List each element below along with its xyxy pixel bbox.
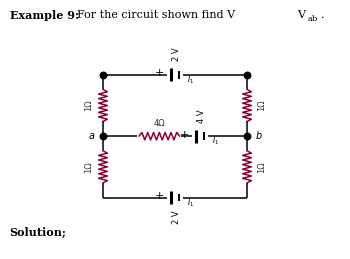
Text: $I_1$: $I_1$	[212, 135, 219, 147]
Text: $I_1$: $I_1$	[187, 73, 194, 86]
Point	[100, 134, 106, 138]
Point	[244, 134, 250, 138]
Text: 2 V: 2 V	[172, 211, 181, 225]
Text: V: V	[297, 10, 305, 20]
Text: +: +	[155, 191, 164, 201]
Text: 2 V: 2 V	[172, 48, 181, 61]
Text: 4Ω: 4Ω	[154, 119, 165, 128]
Point	[100, 73, 106, 77]
Text: For the circuit shown find V: For the circuit shown find V	[70, 10, 235, 20]
Text: 1Ω: 1Ω	[84, 161, 93, 173]
Text: +: +	[155, 68, 164, 78]
Text: .: .	[321, 10, 325, 20]
Text: $I_1$: $I_1$	[187, 196, 194, 208]
Point	[244, 73, 250, 77]
Text: Solution;: Solution;	[10, 227, 66, 238]
Text: 1Ω: 1Ω	[257, 100, 266, 111]
Text: a: a	[88, 131, 94, 141]
Text: b: b	[256, 131, 262, 141]
Text: 4 V: 4 V	[197, 109, 206, 123]
Text: ab: ab	[308, 16, 318, 24]
Text: 1Ω: 1Ω	[84, 100, 93, 111]
Text: 1Ω: 1Ω	[257, 161, 266, 173]
Text: Example 9:: Example 9:	[10, 10, 79, 21]
Text: +: +	[180, 130, 189, 140]
